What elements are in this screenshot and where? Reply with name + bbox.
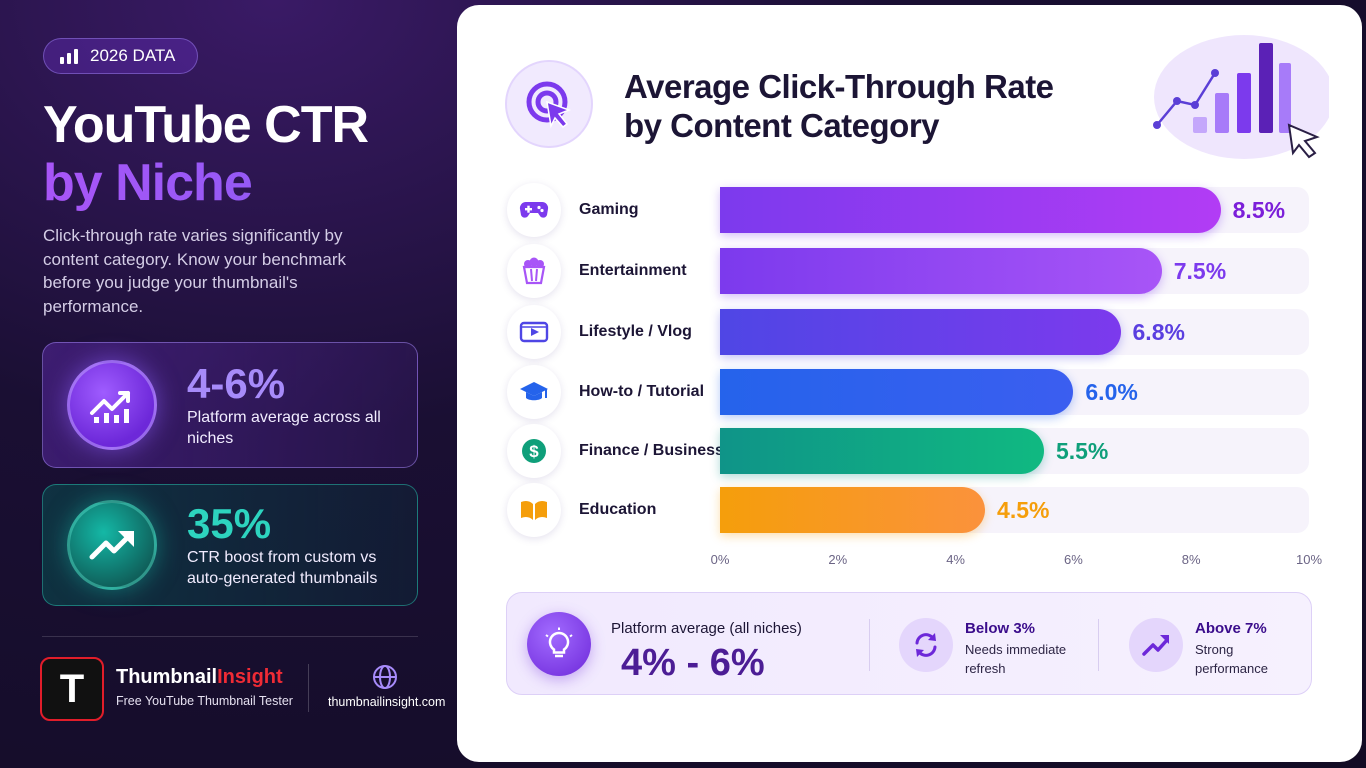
data-year-badge: 2026 DATA bbox=[43, 38, 198, 74]
data-label: 7.5% bbox=[1173, 258, 1227, 284]
dollar-icon: $ bbox=[507, 424, 561, 478]
stat-value: 4-6% bbox=[187, 360, 286, 407]
stat-card-platform-average: 4-6% Platform average across all niches bbox=[42, 342, 418, 468]
open-book-icon bbox=[507, 483, 561, 537]
category-label-group: Education bbox=[507, 483, 657, 537]
average-value: 4% - 6% bbox=[621, 642, 765, 684]
legend-divider bbox=[869, 619, 870, 671]
below-threshold-desc: Needs immediate refresh bbox=[965, 642, 1067, 676]
bar[interactable] bbox=[720, 428, 1044, 474]
gamepad-icon bbox=[507, 183, 561, 237]
svg-text:$: $ bbox=[529, 442, 539, 461]
bar[interactable] bbox=[720, 187, 1221, 233]
above-threshold-desc: Strong performance bbox=[1195, 642, 1268, 676]
brand-name-part-1: Thumbnail bbox=[116, 666, 218, 688]
badge-label: 2026 DATA bbox=[90, 46, 176, 65]
x-tick-label: 0% bbox=[710, 552, 730, 567]
category-label: Gaming bbox=[579, 201, 639, 218]
bar[interactable] bbox=[720, 487, 986, 533]
bar[interactable] bbox=[720, 248, 1162, 294]
category-label: Finance / Business bbox=[579, 442, 724, 459]
benchmark-legend: Platform average (all niches) 4% - 6% Be… bbox=[506, 592, 1312, 695]
below-threshold-title: Below 3% bbox=[965, 620, 1036, 637]
legend-divider bbox=[1098, 619, 1099, 671]
brand-logo-letter: T bbox=[59, 666, 85, 711]
data-label: 4.5% bbox=[997, 497, 1050, 523]
x-tick-label: 8% bbox=[1181, 552, 1201, 567]
brand-logo[interactable]: T bbox=[40, 657, 104, 721]
bar[interactable] bbox=[720, 369, 1074, 415]
data-label: 5.5% bbox=[1055, 438, 1109, 464]
lightbulb-icon bbox=[527, 612, 591, 676]
globe-icon bbox=[373, 665, 397, 689]
data-label: 8.5% bbox=[1232, 197, 1286, 223]
title-line-2: by Niche bbox=[43, 154, 368, 212]
bar-chart-icon bbox=[60, 48, 78, 64]
category-label-group: $ Finance / Business bbox=[507, 424, 724, 478]
left-panel: 2026 DATA YouTube CTR by Niche Click-thr… bbox=[0, 0, 460, 768]
refresh-icon bbox=[899, 618, 953, 672]
category-label-group: Lifestyle / Vlog bbox=[507, 305, 692, 359]
data-label: 6.8% bbox=[1132, 319, 1185, 345]
x-tick-label: 4% bbox=[946, 552, 965, 567]
decorative-chart-illustration bbox=[1153, 35, 1329, 159]
stat-description: Platform average across all niches bbox=[187, 409, 381, 447]
chart-title-line-2: by Content Category bbox=[624, 107, 940, 144]
data-label: 6.0% bbox=[1085, 379, 1138, 405]
page-title: YouTube CTR by Niche bbox=[43, 96, 369, 212]
chart-title: Average Click-Through Rate by Content Ca… bbox=[624, 67, 1094, 145]
stat-card-ctr-boost: 35% CTR boost from custom vs auto-genera… bbox=[42, 484, 418, 606]
stat-description: CTR boost from custom vs auto-generated … bbox=[187, 549, 378, 587]
brand-tagline: Free YouTube Thumbnail Tester bbox=[116, 694, 293, 708]
x-tick-label: 10% bbox=[1295, 552, 1323, 567]
category-label-group: Gaming bbox=[507, 183, 639, 237]
category-label: Lifestyle / Vlog bbox=[579, 323, 692, 340]
video-play-icon bbox=[507, 305, 561, 359]
brand-name: ThumbnailInsight bbox=[116, 666, 283, 689]
trending-chart-icon bbox=[67, 360, 157, 450]
brand-name-part-2: Insight bbox=[217, 666, 283, 688]
bar[interactable] bbox=[720, 309, 1121, 355]
title-line-1: YouTube CTR bbox=[43, 96, 369, 154]
chart-card: Average Click-Through Rate by Content Ca… bbox=[457, 5, 1362, 762]
graduation-cap-icon bbox=[507, 365, 561, 419]
chart-title-line-1: Average Click-Through Rate bbox=[624, 68, 1054, 105]
category-label: Entertainment bbox=[579, 262, 687, 279]
x-tick-label: 2% bbox=[828, 552, 848, 567]
category-label-group: How-to / Tutorial bbox=[507, 365, 705, 419]
category-label: How-to / Tutorial bbox=[579, 383, 705, 400]
footer-divider bbox=[42, 636, 418, 637]
average-label: Platform average (all niches) bbox=[611, 620, 802, 637]
footer-vertical-divider bbox=[308, 664, 309, 712]
target-cursor-icon bbox=[505, 60, 593, 148]
trend-up-arrow-icon bbox=[67, 500, 157, 590]
x-tick-label: 6% bbox=[1063, 552, 1083, 567]
popcorn-icon bbox=[507, 244, 561, 298]
trend-up-arrow-icon bbox=[1129, 618, 1183, 672]
stat-value: 35% bbox=[187, 500, 272, 547]
category-label-group: Entertainment bbox=[507, 244, 687, 298]
website-link[interactable]: thumbnailinsight.com bbox=[328, 695, 446, 709]
intro-text: Click-through rate varies significantly … bbox=[43, 226, 347, 316]
category-label: Education bbox=[579, 501, 657, 518]
above-threshold-title: Above 7% bbox=[1195, 620, 1267, 637]
